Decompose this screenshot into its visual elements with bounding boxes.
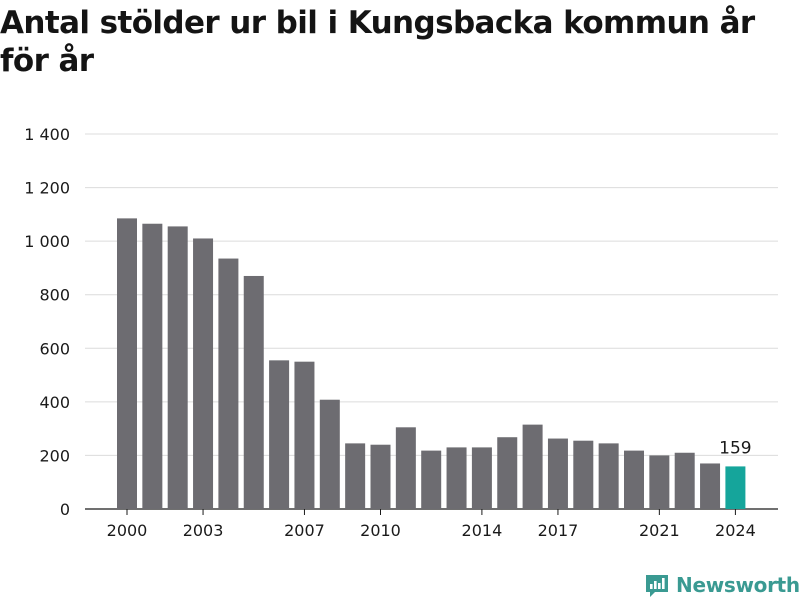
y-tick-label: 800	[39, 286, 70, 305]
bar	[421, 450, 442, 509]
bar	[269, 360, 290, 509]
bar	[471, 447, 492, 509]
x-axis-tick-labels: 2000 2003 2007 2010 2014 2017 2021 2024	[107, 509, 756, 540]
highlight-value-label: 159	[719, 438, 751, 458]
y-tick-label: 1 000	[24, 232, 70, 251]
annotations: 159	[719, 438, 751, 458]
x-tick-label: 2017	[538, 521, 579, 540]
x-tick-label: 2000	[107, 521, 148, 540]
bar	[294, 361, 315, 509]
newsworthy-logo: Newsworthy	[644, 570, 800, 600]
bar	[345, 443, 366, 509]
bars	[117, 218, 746, 510]
bar	[497, 437, 518, 509]
brand-name: Newsworthy	[676, 573, 800, 597]
chart-title: Antal stölder ur bil i Kungsbacka kommun…	[0, 5, 755, 79]
y-tick-label: 0	[60, 500, 70, 519]
bar	[446, 447, 467, 509]
x-tick-label: 2003	[183, 521, 224, 540]
y-tick-label: 200	[39, 446, 70, 465]
x-tick-label: 2024	[715, 521, 756, 540]
bar	[649, 455, 670, 509]
x-tick-label: 2021	[639, 521, 680, 540]
bar	[624, 450, 644, 509]
bar	[167, 226, 188, 510]
y-tick-label: 1 200	[24, 179, 70, 198]
x-tick-label: 2014	[462, 521, 503, 540]
bar	[522, 424, 543, 509]
bar	[395, 427, 416, 509]
bar	[319, 399, 340, 509]
bar	[573, 440, 594, 509]
bar	[674, 452, 695, 509]
newsworthy-logo-icon	[646, 575, 668, 597]
y-tick-label: 400	[39, 393, 70, 412]
x-tick-label: 2007	[284, 521, 325, 540]
y-tick-label: 1 400	[24, 125, 70, 144]
bar	[243, 275, 264, 509]
bar-highlight	[725, 466, 746, 509]
bar	[370, 444, 391, 509]
bar	[117, 218, 137, 509]
y-axis-tick-labels: 0 200 400 600 800 1 000 1 200 1 400	[24, 125, 70, 519]
bar	[598, 443, 619, 509]
bar	[700, 463, 721, 509]
bar	[218, 258, 239, 509]
x-tick-label: 2010	[360, 521, 401, 540]
y-tick-label: 600	[39, 339, 70, 358]
bar	[547, 438, 568, 509]
bar	[193, 238, 214, 509]
bar	[142, 223, 163, 509]
